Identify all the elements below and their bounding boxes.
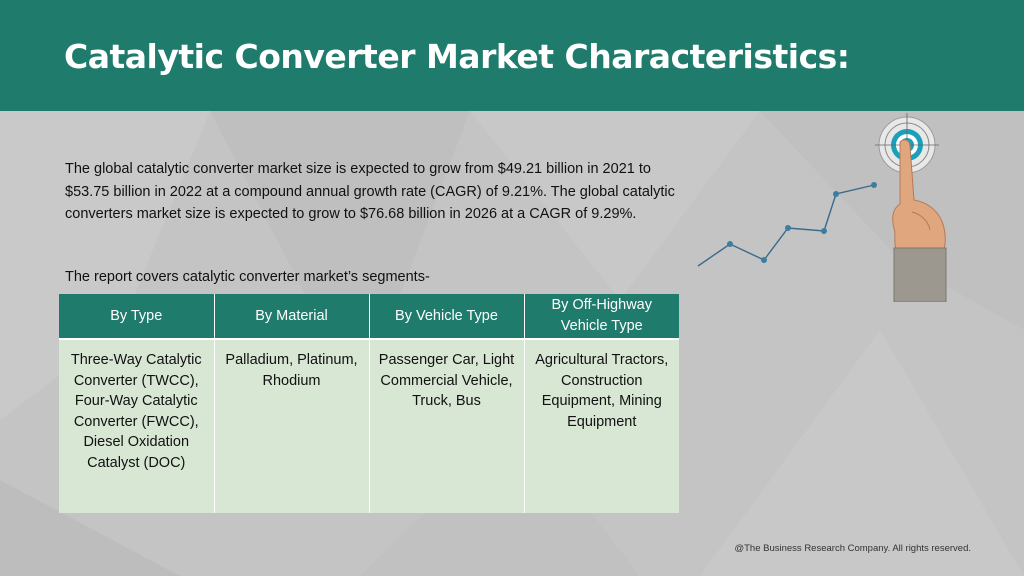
cell-vehicle-type-values: Passenger Car, Light Commercial Vehicle,… [369, 339, 525, 513]
header-by-off-highway-vehicle-type: By Off-Highway Vehicle Type [524, 294, 679, 340]
pointing-hand-icon [892, 139, 947, 302]
title-bar: Catalytic Converter Market Characteristi… [0, 0, 1024, 111]
growth-line-with-target-icon [697, 113, 947, 302]
header-by-material: By Material [214, 294, 370, 340]
growth-line [697, 184, 875, 267]
header-by-type: By Type [59, 294, 215, 340]
copyright-footer: @The Business Research Company. All righ… [734, 543, 971, 554]
page-title: Catalytic Converter Market Characteristi… [64, 37, 850, 76]
header-by-vehicle-type: By Vehicle Type [369, 294, 525, 340]
segments-header-row: By Type By Material By Vehicle Type By O… [59, 294, 679, 340]
cell-material-values: Palladium, Platinum, Rhodium [214, 339, 370, 513]
segments-value-row: Three-Way Catalytic Converter (TWCC), Fo… [59, 339, 679, 513]
growth-line-points [727, 182, 877, 263]
segments-table: By Type By Material By Vehicle Type By O… [59, 294, 679, 513]
segments-heading: The report covers catalytic converter ma… [65, 269, 430, 285]
cell-off-highway-values: Agricultural Tractors, Construction Equi… [524, 339, 679, 513]
intro-paragraph: The global catalytic converter market si… [65, 161, 675, 222]
cell-type-values: Three-Way Catalytic Converter (TWCC), Fo… [59, 339, 215, 513]
